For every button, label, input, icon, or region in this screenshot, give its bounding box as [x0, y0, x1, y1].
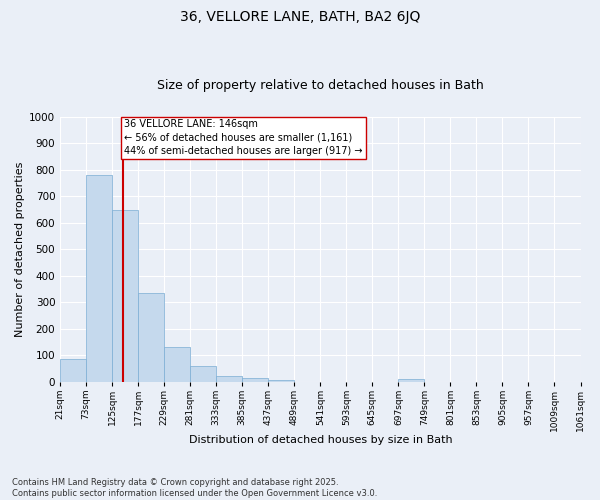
Text: 36 VELLORE LANE: 146sqm
← 56% of detached houses are smaller (1,161)
44% of semi: 36 VELLORE LANE: 146sqm ← 56% of detache… [124, 120, 362, 156]
Bar [138, 293, 164, 382]
X-axis label: Distribution of detached houses by size in Bath: Distribution of detached houses by size … [188, 435, 452, 445]
Bar [190, 366, 216, 382]
Bar [112, 210, 138, 382]
Text: Contains HM Land Registry data © Crown copyright and database right 2025.
Contai: Contains HM Land Registry data © Crown c… [12, 478, 377, 498]
Bar [60, 359, 86, 382]
Bar [242, 378, 268, 382]
Y-axis label: Number of detached properties: Number of detached properties [15, 162, 25, 337]
Bar [398, 379, 424, 382]
Bar [86, 175, 112, 382]
Bar [216, 376, 242, 382]
Text: 36, VELLORE LANE, BATH, BA2 6JQ: 36, VELLORE LANE, BATH, BA2 6JQ [180, 10, 420, 24]
Title: Size of property relative to detached houses in Bath: Size of property relative to detached ho… [157, 79, 484, 92]
Bar [164, 348, 190, 382]
Bar [268, 380, 295, 382]
